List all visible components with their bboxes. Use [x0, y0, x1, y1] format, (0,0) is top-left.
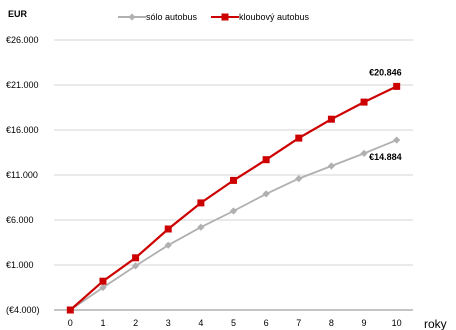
y-tick-label: €1.000	[6, 260, 34, 270]
y-tick-label: €6.000	[6, 215, 34, 225]
x-tick-label: 6	[264, 318, 269, 328]
x-tick-label: 5	[231, 318, 236, 328]
y-tick-label: €11.000	[6, 170, 38, 180]
legend-marker	[128, 13, 136, 21]
data-point	[164, 225, 172, 233]
y-tick-label: €16.000	[6, 125, 39, 135]
data-point	[197, 199, 205, 207]
data-point	[131, 262, 140, 270]
data-point	[99, 283, 107, 292]
x-tick-label: 8	[329, 318, 334, 328]
data-point	[132, 254, 140, 262]
data-point	[393, 136, 401, 144]
data-point	[295, 134, 303, 142]
labels-layer: (€4.000) €1.000 €6.000 €11.000 €16.000 €21.00…	[6, 9, 447, 330]
legend-label: sólo autobus	[146, 12, 198, 22]
data-point	[393, 82, 401, 90]
x-tick-label: 1	[100, 318, 105, 328]
end-value-label: €14.884	[369, 152, 402, 162]
y-tick-label: €26.000	[6, 35, 39, 45]
x-axis-title: roky	[424, 317, 447, 330]
data-point	[327, 115, 335, 123]
series-line	[69, 139, 398, 311]
data-point	[360, 98, 368, 106]
legend-label: kloubový autobus	[239, 12, 310, 22]
series-layer	[66, 82, 401, 314]
legend-item-0: sólo autobus	[118, 12, 198, 22]
data-point	[262, 156, 270, 164]
legend-marker	[221, 13, 229, 21]
data-point	[164, 241, 172, 249]
x-tick-label: 3	[166, 318, 171, 328]
legend-item-1: kloubový autobus	[211, 12, 310, 22]
data-point	[197, 223, 205, 231]
data-point	[99, 277, 107, 285]
x-tick-label: 0	[68, 318, 73, 328]
x-tick-label: 9	[362, 318, 367, 328]
x-tick-label: 10	[392, 318, 402, 328]
series-0	[66, 136, 401, 314]
x-tick-label: 4	[198, 318, 203, 328]
data-point	[66, 306, 74, 314]
data-point	[262, 190, 270, 198]
x-tick-label: 2	[133, 318, 138, 328]
y-tick-label: €21.000	[6, 80, 39, 90]
x-tick-label: 7	[296, 318, 301, 328]
y-axis-title: EUR	[8, 9, 28, 19]
end-value-label: €20.846	[369, 67, 402, 77]
data-point	[360, 149, 368, 157]
grid-lines	[54, 39, 413, 311]
legend: sólo autobus kloubový autobus	[118, 12, 310, 22]
data-point	[229, 207, 238, 215]
data-point	[295, 175, 303, 183]
y-tick-label: (€4.000)	[6, 305, 40, 315]
series-1	[66, 82, 401, 314]
data-point	[230, 176, 237, 184]
data-point	[327, 162, 336, 170]
